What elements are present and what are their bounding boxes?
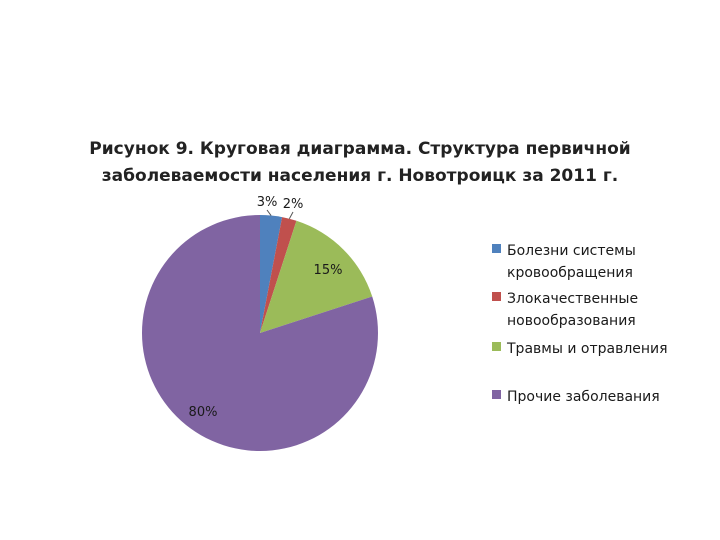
- legend-item-neoplasms: Злокачественные новообразования: [492, 288, 712, 332]
- legend-item-injuries: Травмы и отравления: [492, 338, 712, 360]
- legend-swatch-other: [492, 390, 501, 399]
- pie-slice-neoplasms: [260, 217, 297, 333]
- legend-label-neoplasms-1: Злокачественные: [507, 291, 639, 307]
- pie-slice-other: [141, 215, 378, 451]
- label-leader-lines: [266, 209, 294, 219]
- data-labels: 3% 2% 15% 80%: [189, 195, 343, 420]
- data-label-circulatory: 3%: [257, 195, 278, 210]
- chart-title: Рисунок 9. Круговая диаграмма. Структура…: [60, 136, 660, 190]
- pie-slice-circulatory: [260, 215, 283, 333]
- data-label-neoplasms: 2%: [283, 197, 304, 212]
- chart-title-line-2: заболеваемости населения г. Новотроицк з…: [101, 166, 619, 186]
- legend-item-other: Прочие заболевания: [492, 386, 712, 408]
- data-label-injuries: 15%: [314, 263, 343, 278]
- legend-swatch-injuries: [492, 342, 501, 351]
- chart-title-line-1: Рисунок 9. Круговая диаграмма. Структура…: [89, 139, 631, 159]
- legend-label-injuries: Травмы и отравления: [507, 341, 668, 357]
- legend-label-other: Прочие заболевания: [507, 389, 660, 405]
- pie-slices: [141, 215, 378, 451]
- legend-swatch-circulatory: [492, 244, 501, 253]
- data-label-other: 80%: [189, 405, 218, 420]
- legend-swatch-neoplasms: [492, 292, 501, 301]
- leader-line-circulatory: [266, 209, 272, 216]
- legend-label-circulatory-2: кровообращения: [507, 265, 633, 281]
- pie-slice-injuries: [260, 220, 373, 333]
- legend-label-neoplasms-2: новообразования: [507, 313, 636, 329]
- leader-line-neoplasms: [288, 211, 294, 219]
- legend-label-circulatory-1: Болезни системы: [507, 243, 636, 259]
- legend-item-circulatory: Болезни системы кровообращения: [492, 240, 712, 284]
